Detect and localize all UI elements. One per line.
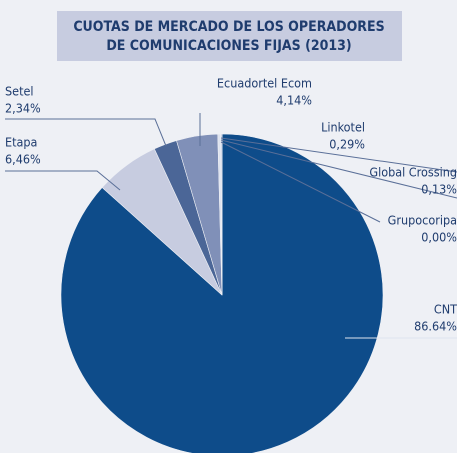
slice-label: Etapa — [5, 135, 37, 150]
value-label: 6,46% — [5, 152, 41, 167]
chart-title: CUOTAS DE MERCADO DE LOS OPERADORES — [73, 19, 384, 35]
value-label: 0,00% — [421, 230, 457, 245]
slice-label: Global Crossing — [369, 165, 457, 180]
value-label: 86.64% — [414, 319, 457, 334]
slice-label: Linkotel — [321, 120, 365, 135]
title-box — [57, 11, 402, 61]
chart-title: DE COMUNICACIONES FIJAS (2013) — [106, 38, 351, 54]
value-label: 4,14% — [276, 93, 312, 108]
slice-label: Ecuadortel Ecom — [217, 76, 312, 91]
slice-label: Setel — [5, 84, 34, 99]
value-label: 2,34% — [5, 101, 41, 116]
value-label: 0,13% — [421, 182, 457, 197]
leader-line — [5, 118, 167, 147]
slice-label: CNT — [434, 302, 457, 317]
leader-line — [220, 141, 381, 223]
leader-line — [5, 170, 121, 191]
leader-line — [220, 139, 457, 199]
value-label: 0,29% — [329, 137, 365, 152]
slice-label: Grupocoripa — [388, 213, 457, 228]
leader-line — [220, 137, 457, 173]
